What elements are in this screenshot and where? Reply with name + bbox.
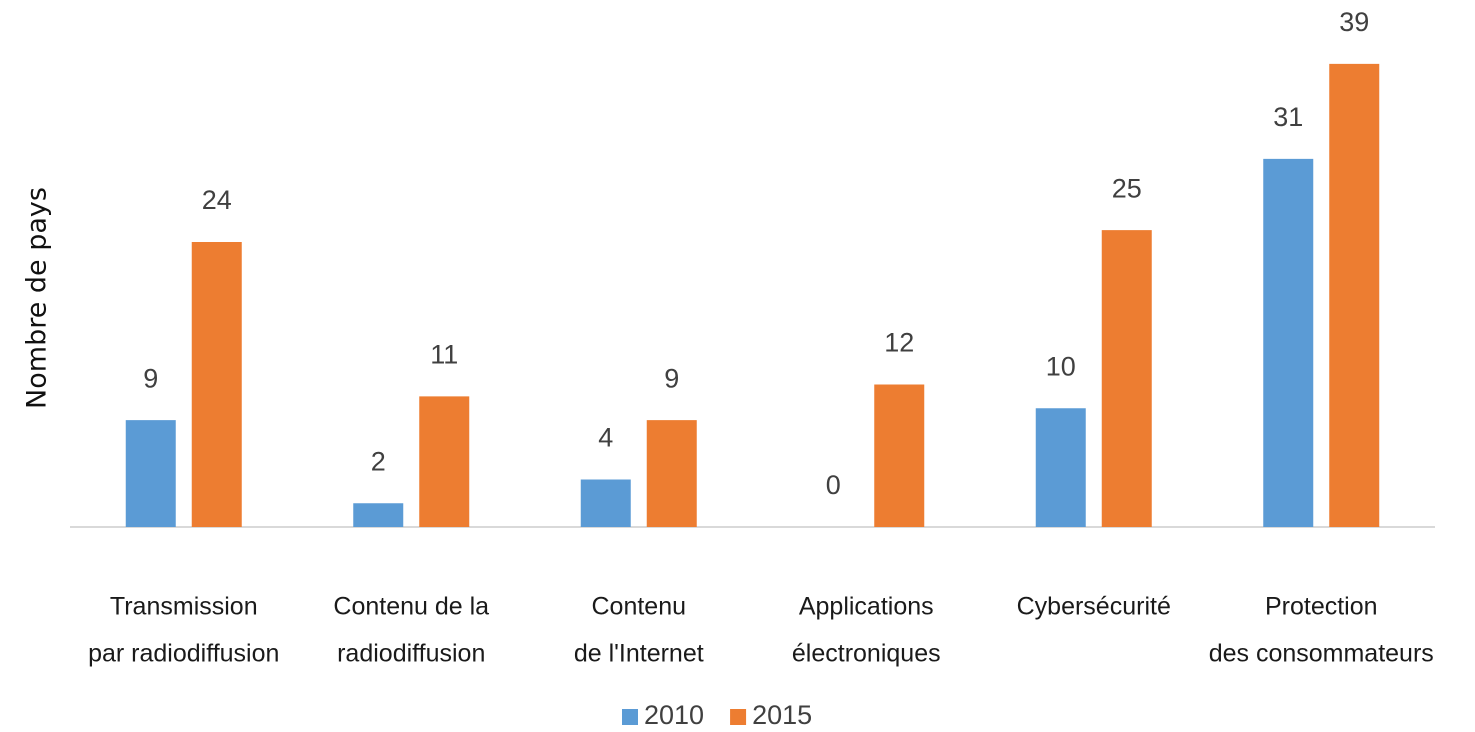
bar (874, 384, 925, 527)
x-tick-label: des consommateurs (1209, 640, 1434, 668)
bar (125, 420, 176, 527)
data-label: 9 (143, 363, 158, 393)
bar (1035, 408, 1086, 527)
x-tick-label: Protection (1265, 593, 1378, 621)
bar (1101, 230, 1152, 527)
x-tick-label: électroniques (792, 640, 941, 668)
x-tick-label: de l'Internet (574, 640, 704, 668)
data-label: 39 (1339, 7, 1369, 37)
data-label: 4 (598, 423, 613, 453)
bar (353, 503, 404, 527)
legend-swatch (730, 709, 747, 725)
bar (191, 242, 242, 527)
bar (419, 396, 470, 527)
data-label: 0 (826, 470, 841, 500)
x-tick-label: Applications (799, 593, 934, 621)
legend-label: 2010 (644, 700, 704, 730)
y-axis-title: Nombre de pays (22, 187, 53, 409)
data-label: 9 (664, 363, 679, 393)
bar (580, 479, 631, 527)
x-tick-label: par radiodiffusion (88, 640, 279, 668)
x-tick-label: Contenu de la (333, 593, 489, 621)
x-tick-label: Contenu (591, 593, 686, 621)
x-tick-label: radiodiffusion (337, 640, 485, 668)
data-label: 31 (1273, 102, 1303, 132)
data-label: 10 (1046, 351, 1076, 381)
x-tick-label: Transmission (110, 593, 258, 621)
bar (646, 420, 697, 527)
legend-swatch (622, 709, 638, 725)
x-tick-label: Cybersécurité (1017, 593, 1171, 621)
data-label: 11 (430, 340, 458, 370)
data-label: 2 (371, 446, 386, 476)
legend-label: 2015 (752, 700, 812, 730)
bar (1329, 63, 1380, 527)
bar (1263, 158, 1314, 527)
data-label: 12 (884, 328, 914, 358)
data-label: 25 (1112, 173, 1142, 203)
data-label: 24 (202, 185, 232, 215)
